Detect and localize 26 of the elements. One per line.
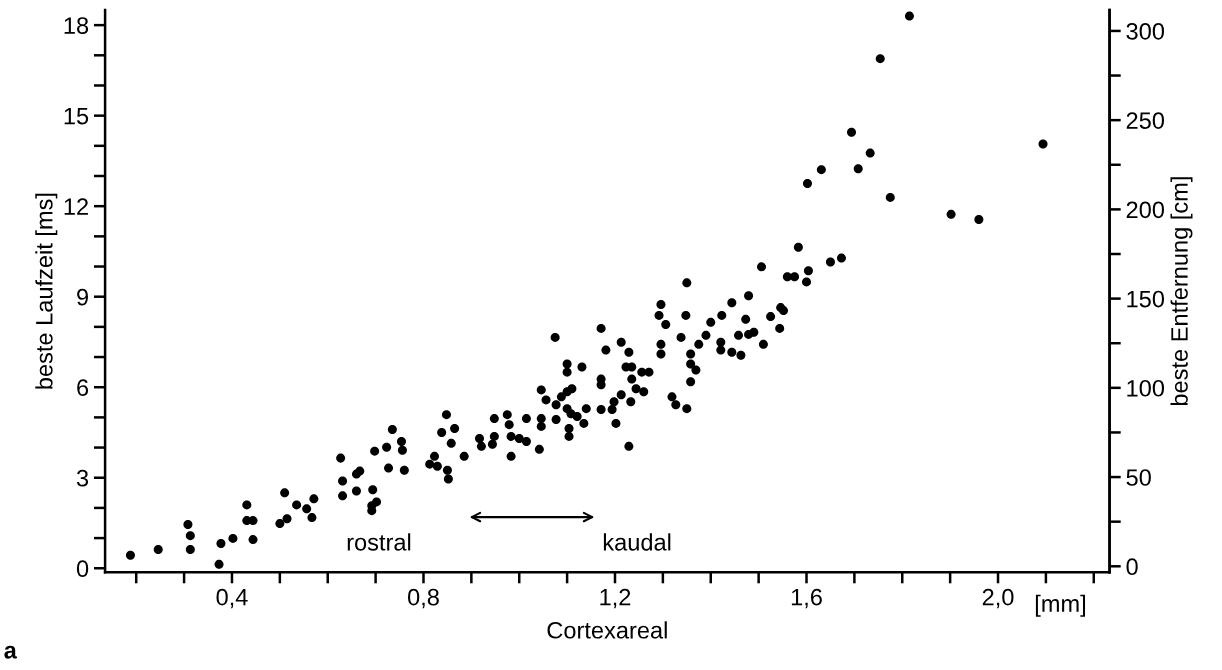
y2-tick-label: 150 <box>1127 290 1165 308</box>
y-tick-label: 9 <box>77 288 88 306</box>
x-tick-label: 1,2 <box>600 588 631 609</box>
y2-tick-label: 300 <box>1126 23 1165 40</box>
annotation: kaudal <box>603 533 671 551</box>
y2-tick-label: 250 <box>1126 112 1165 129</box>
y-axis-title: beste Laufzeit [ms] <box>35 193 58 389</box>
y2-axis-title: beste Entfernung [cm] <box>1170 177 1193 406</box>
y-tick-label: 0 <box>76 560 89 578</box>
text: [mm] <box>1035 594 1086 617</box>
text: a <box>4 645 17 659</box>
x-tick-label: 0,8 <box>407 588 439 609</box>
y-tick-label: 15 <box>64 107 89 125</box>
annotation: rostral <box>347 533 411 551</box>
y2-tick-label: 50 <box>1126 469 1151 486</box>
y-tick-label: 18 <box>64 17 89 34</box>
x-tick-label: 0,4 <box>216 588 248 609</box>
x-axis-title: Cortexareal <box>547 621 667 639</box>
y2-tick-label: 200 <box>1126 201 1165 219</box>
y2-tick-label: 0 <box>1126 558 1138 576</box>
y-tick-label: 12 <box>64 198 88 215</box>
y2-tick-label: 100 <box>1127 379 1165 397</box>
y-tick-label: 3 <box>76 469 89 487</box>
x-tick-label: 1,6 <box>791 588 822 609</box>
y-tick-label: 6 <box>77 379 89 397</box>
x-tick-label: 2,0 <box>982 588 1014 609</box>
